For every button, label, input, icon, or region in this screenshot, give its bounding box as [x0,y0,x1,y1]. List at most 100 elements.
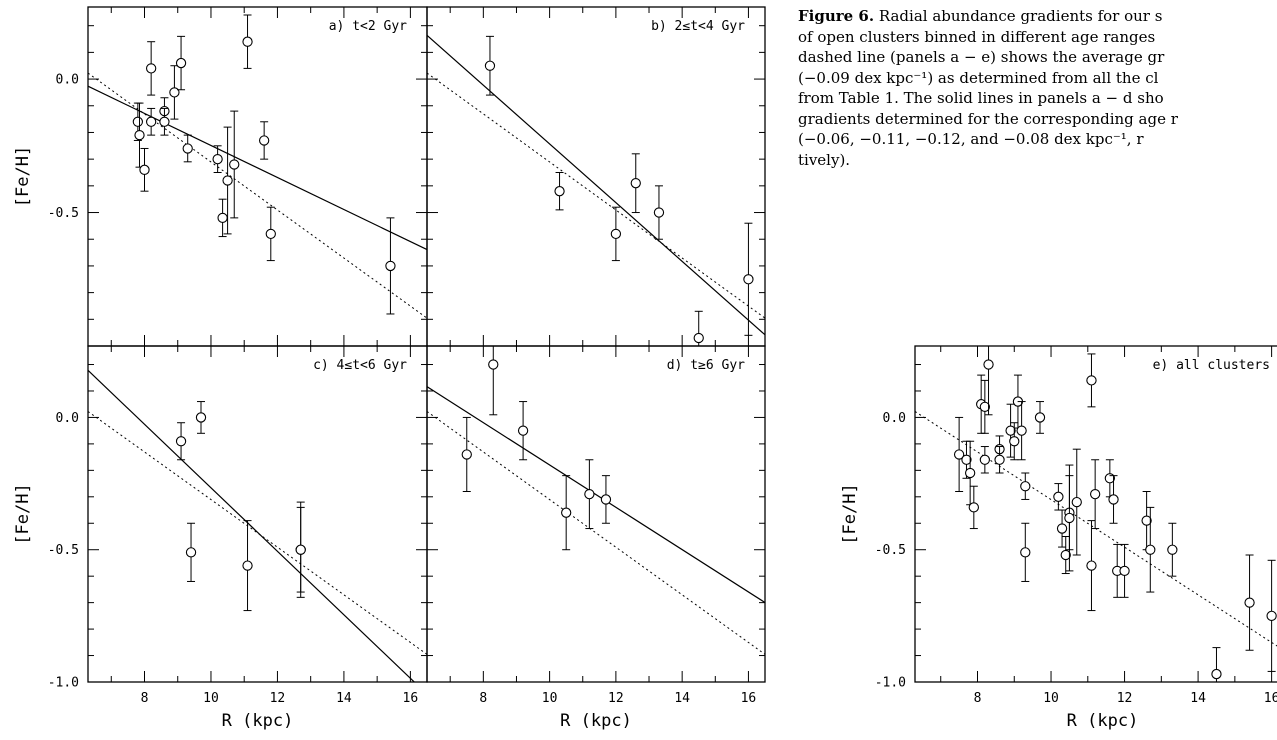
panel-e-data-point [1211,668,1222,680]
panel-e-data-point [964,467,976,479]
caption-line-1: Figure 6. Radial abundance gradients for… [798,6,1277,27]
panel-a-data-point [145,116,157,127]
panel-c-solid-line [88,369,416,682]
caption-line-2: of open clusters binned in different age… [798,27,1156,46]
panel-e-frame [914,345,1277,683]
panel-a-data-point [145,63,157,74]
panel-e-ytick-label: -0.5 [875,543,906,558]
panel-c-data-point [242,560,253,571]
panel-c-frame [87,345,428,683]
panel-a-data-point [229,159,240,170]
panel-a-dashed-line [88,72,427,319]
panel-e-data-point [983,359,994,370]
panel-d-xlabel: R (kpc) [560,711,632,731]
panel-b-dashed-line [427,72,765,319]
panel-e-label: e) all clusters [1153,358,1270,373]
panel-a-data-point [134,129,145,141]
panel-a-data-point [132,116,144,127]
panel-a-solid-line [88,85,427,251]
panel-e-dashed-line [915,411,1277,647]
panel-c-data-point [185,547,197,558]
panel-d-solid-line [427,386,765,604]
panel-a-data-point [169,87,180,98]
panel-b-data-point [630,178,641,189]
panel-e-data-point [1167,544,1178,555]
panel-e-data-point [979,401,991,413]
panel-e-xtick-label: 8 [974,691,982,706]
panel-e-data-point [994,454,1005,465]
panel-c-ytick-label: 0.0 [56,411,79,426]
panel-b-data-point [554,186,565,197]
panel-e-data-point [1119,565,1130,577]
panel-c-xtick-label: 10 [203,691,219,706]
panel-c-xtick-label: 12 [270,691,286,706]
panel-e-data-point [1244,597,1255,608]
panel-a-label: a) t<2 Gyr [329,19,407,34]
panel-a-ytick-label: 0.0 [56,73,79,88]
panel-e-xtick-label: 12 [1117,691,1133,706]
caption-line-3: dashed line (panels a − e) shows the ave… [798,48,1165,66]
panel-c-data-point [195,412,207,423]
panel-c-data-point [175,436,187,447]
panel-d-data-point [461,449,472,460]
panel-e-data-point [953,449,965,460]
panel-e-data-point [1009,436,1020,447]
panel-c-data-point [295,544,306,555]
panel-e-data-point [1053,491,1064,502]
panel-a-data-point [175,57,187,69]
caption-line-8: tively). [798,150,851,169]
panel-a-data-point [182,143,193,154]
panel-a-data-point [212,153,223,165]
panel-e-data-point [1108,494,1119,505]
figure-caption: Figure 6. Radial abundance gradients for… [798,6,1277,296]
panel-e-data-point [979,454,991,465]
caption-line-5: from Table 1. The solid lines in panels … [798,89,1164,107]
panel-d-frame [426,345,766,683]
panel-e-ylabel: [Fe/H] [840,483,860,544]
panel-e-data-point [1060,549,1071,561]
panel-c-label: c) 4≤t<6 Gyr [313,358,407,373]
panel-d-label: d) t≥6 Gyr [667,358,745,373]
panel-a-data-point [222,175,233,186]
panel-d-xtick-label: 8 [479,691,487,706]
panel-e-data-point [1145,544,1156,555]
panel-b-data-point [484,60,496,71]
panel-b-data-point [693,332,704,344]
panel-e-data-point [1089,489,1101,500]
caption-line-7: (−0.06, −0.11, −0.12, and −0.08 dex kpc⁻… [798,130,1144,148]
panel-a-data-point [139,164,150,175]
caption-title: Figure 6. [798,7,875,25]
panel-d-xtick-label: 12 [608,691,624,706]
panel-c-ytick-label: -1.0 [48,676,79,691]
panel-a-ytick-label: -0.5 [48,206,79,221]
panel-a-data-point [258,135,270,146]
panel-a-data-point [265,228,276,240]
panel-a-data-point [217,212,228,224]
panel-c-xtick-label: 16 [403,691,419,706]
panel-b-frame [426,6,766,347]
panel-e-data-point [1071,496,1082,508]
panel-d-dashed-line [427,411,765,655]
panel-b-data-point [743,274,754,285]
panel-e-xtick-label: 14 [1190,691,1206,706]
panel-d-data-point [561,507,572,518]
panel-e-data-point [961,454,972,465]
panel-d-xtick-label: 10 [542,691,558,706]
panel-e-data-point [1056,523,1068,534]
panel-e-data-point [1034,412,1046,423]
panel-e-data-point [1086,560,1097,571]
panel-a-data-point [159,116,170,127]
panel-b-label: b) 2≤t<4 Gyr [651,19,745,34]
panel-e-xlabel: R (kpc) [1067,711,1139,731]
panel-e-ytick-label: 0.0 [883,411,906,426]
panel-c-xlabel: R (kpc) [222,711,294,731]
caption-line-4: (−0.09 dex kpc⁻¹) as determined from all… [798,68,1159,87]
panel-c-xtick-label: 14 [336,691,352,706]
panel-e-xtick-label: 16 [1264,691,1277,706]
panel-e-data-point [1016,425,1027,436]
panel-e-data-point [1064,512,1075,524]
panel-e-data-point [1141,515,1152,526]
panel-d-xtick-label: 14 [674,691,690,706]
